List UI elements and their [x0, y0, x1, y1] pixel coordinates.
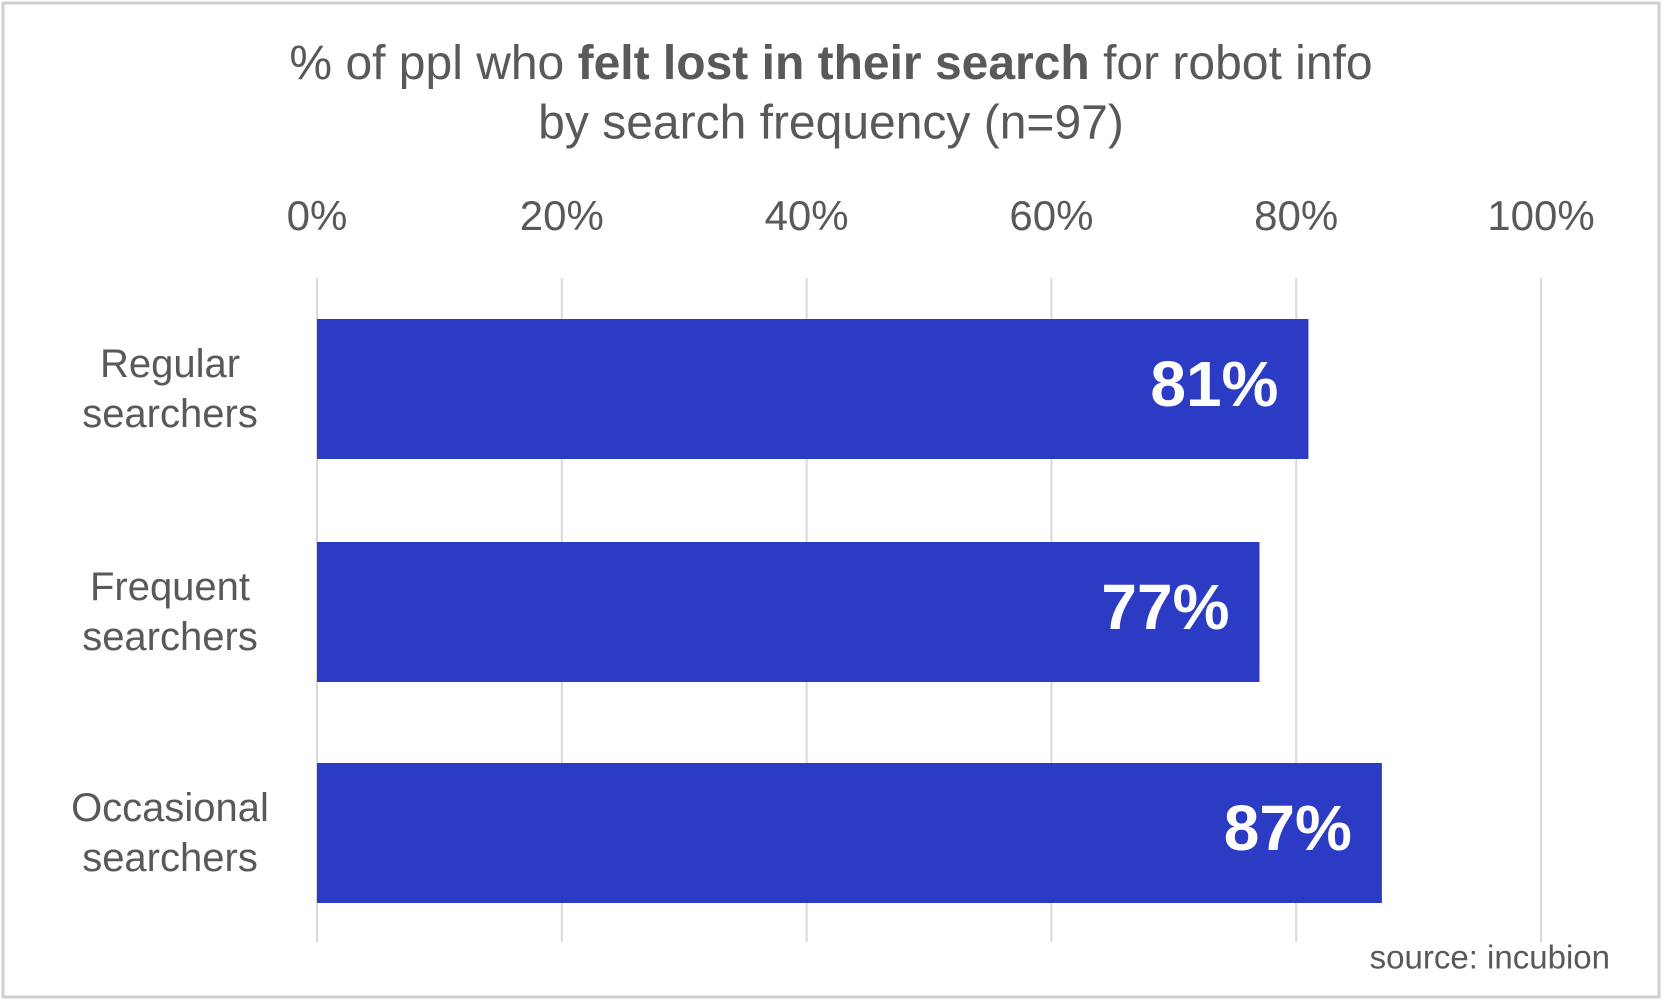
value-label: 77% [1101, 571, 1229, 643]
title-part: for robot info [1090, 37, 1373, 90]
y-tick-label: Regular searchers [82, 342, 258, 436]
bar [317, 319, 1309, 459]
x-tick-label: 100% [1487, 192, 1594, 239]
title-part: % of ppl who [289, 37, 577, 90]
chart-subtitle: by search frequency (n=97) [538, 97, 1124, 150]
y-tick-label: Occasional searchers [71, 786, 269, 880]
value-label: 81% [1150, 348, 1278, 420]
x-tick-label: 60% [1009, 192, 1093, 239]
y-tick-label: Frequent searchers [82, 565, 258, 659]
bar [317, 763, 1382, 903]
title-part: felt lost in their search [578, 37, 1090, 90]
source: source: incubion [1370, 939, 1610, 976]
value-label: 87% [1224, 792, 1352, 864]
x-tick-label: 80% [1254, 192, 1338, 239]
x-tick-label: 0% [287, 192, 348, 239]
bar [317, 542, 1260, 682]
chart-title: % of ppl who felt lost in their search f… [289, 37, 1372, 90]
x-tick-label: 20% [520, 192, 604, 239]
x-tick-label: 40% [765, 192, 849, 239]
